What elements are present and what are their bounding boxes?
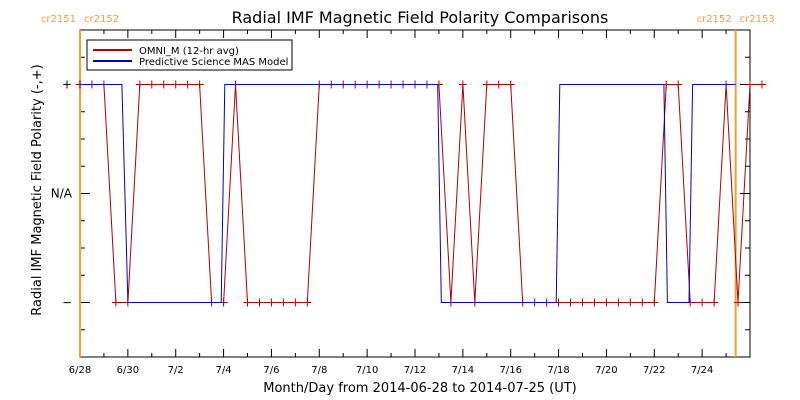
x-tick-label: 7/10 <box>356 365 378 376</box>
data-point <box>626 298 635 307</box>
x-tick-label: 7/22 <box>643 365 665 376</box>
data-point <box>734 298 743 307</box>
data-point <box>183 80 192 89</box>
x-tick-label: 7/4 <box>216 365 232 376</box>
data-point <box>494 80 503 89</box>
x-tick-label: 7/8 <box>311 365 327 376</box>
x-tick-label: 6/30 <box>117 365 139 376</box>
data-point <box>243 298 252 307</box>
data-point <box>757 80 766 89</box>
carrington-labels: cr2151 cr2152 cr2152 cr2153 <box>41 14 775 25</box>
axis-ticks: 6/28 6/30 7/2 7/4 7/6 7/8 7/10 7/12 7/14 7/16 7/18… <box>51 29 750 376</box>
carrington-label-left: cr2151 <box>41 14 76 25</box>
data-point <box>147 80 156 89</box>
data-point <box>267 298 276 307</box>
x-axis-label: Month/Day from 2014-06-28 to 2014-07-25 … <box>263 381 576 396</box>
legend-entry: OMNI_M (12-hr avg) <box>139 46 239 57</box>
data-point <box>159 80 168 89</box>
data-point <box>506 80 515 89</box>
data-point <box>602 298 611 307</box>
data-point <box>650 298 659 307</box>
y-tick-label: − <box>62 296 72 310</box>
data-point <box>674 80 683 89</box>
legend-entry: Predictive Science MAS Model <box>139 57 288 68</box>
data-point <box>195 80 204 89</box>
carrington-label-right: cr2153 <box>740 14 775 25</box>
data-point <box>303 298 312 307</box>
x-tick-label: 7/6 <box>263 365 279 376</box>
carrington-label-right: cr2152 <box>84 14 119 25</box>
x-tick-label: 7/24 <box>691 365 713 376</box>
y-tick-label: N/A <box>51 187 73 201</box>
legend-box <box>86 39 293 71</box>
series-line <box>80 84 736 303</box>
data-point <box>566 298 575 307</box>
y-axis-label: Radial IMF Magnetic Field Polarity (-,+) <box>30 64 45 315</box>
data-point <box>698 298 707 307</box>
legend: OMNI_M (12-hr avg)Predictive Science MAS… <box>86 39 293 71</box>
data-point <box>614 298 623 307</box>
data-point <box>710 298 719 307</box>
x-tick-label: 7/20 <box>595 365 617 376</box>
data-point <box>279 298 288 307</box>
x-tick-label: 7/16 <box>499 365 521 376</box>
data-point <box>458 80 467 89</box>
x-tick-label: 7/2 <box>168 365 184 376</box>
data-point <box>171 80 180 89</box>
data-point <box>135 80 144 89</box>
chart-title: Radial IMF Magnetic Field Polarity Compa… <box>232 8 609 27</box>
carrington-label-left: cr2152 <box>697 14 732 25</box>
data-point <box>111 298 120 307</box>
series-1 <box>80 84 736 303</box>
data-point <box>291 298 300 307</box>
data-point <box>638 298 647 307</box>
y-tick-label: + <box>62 78 72 92</box>
data-point <box>578 298 587 307</box>
x-tick-label: 7/12 <box>404 365 426 376</box>
data-point <box>590 298 599 307</box>
data-point <box>482 80 491 89</box>
x-tick-label: 7/14 <box>452 365 474 376</box>
data-point <box>746 80 754 89</box>
data-point <box>255 298 264 307</box>
series-group <box>76 80 766 307</box>
x-tick-label: 6/28 <box>69 365 91 376</box>
x-tick-label: 7/18 <box>547 365 569 376</box>
